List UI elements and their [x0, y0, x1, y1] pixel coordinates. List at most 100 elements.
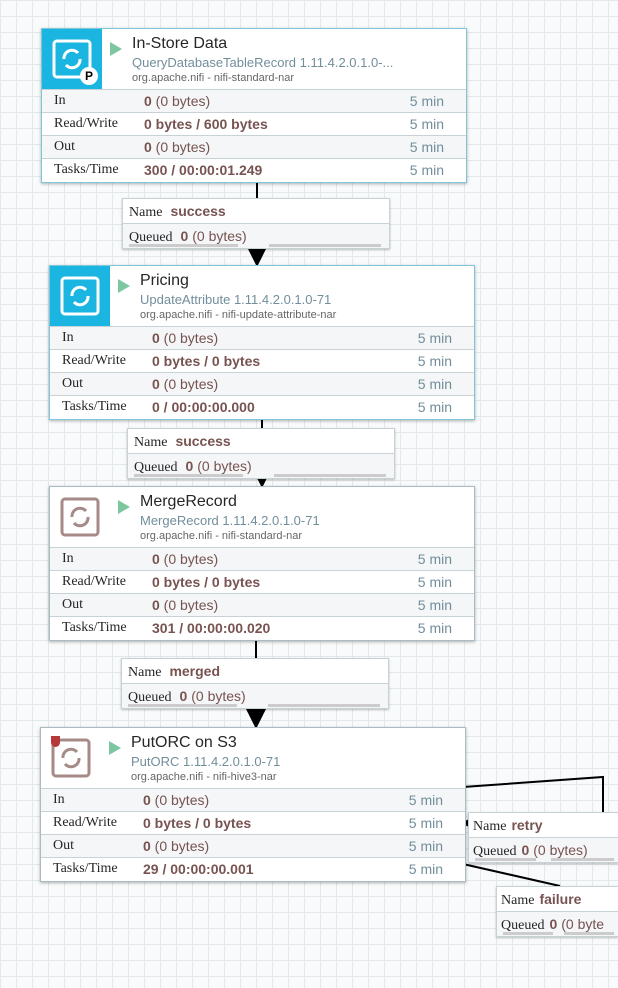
queued-size: (0 bytes) — [187, 688, 246, 704]
stats-row: Tasks/Time 301 / 00:00:00.020 5 min — [50, 616, 474, 639]
stat-value: 0 bytes / 0 bytes — [152, 350, 260, 372]
stat-label: Tasks/Time — [62, 399, 127, 414]
connection-label-retry[interactable]: Name retry Queued 0 (0 bytes) — [468, 812, 618, 863]
connection-name: success — [175, 433, 231, 449]
connection-name: success — [170, 203, 226, 219]
stat-time-window: 5 min — [408, 815, 443, 831]
processor-header[interactable]: Pricing UpdateAttribute 1.11.4.2.0.1.0-71… — [50, 266, 474, 326]
stat-value-extra: (0 bytes) — [150, 838, 210, 854]
processor-type: PutORC 1.11.4.2.0.1.0-71 — [131, 754, 281, 769]
processor-name: In-Store Data — [132, 35, 228, 52]
stat-time-window: 5 min — [417, 620, 452, 636]
stat-value-main: 0 — [143, 792, 151, 808]
stat-time-window: 5 min — [417, 597, 452, 613]
primary-node-badge: P — [80, 67, 98, 85]
stat-label: In — [62, 551, 74, 566]
queued-count: 0 — [185, 458, 194, 474]
connection-name-row: Name success — [128, 429, 394, 453]
stat-label: Out — [54, 139, 75, 154]
stat-value-main: 301 / 00:00:00.020 — [152, 620, 271, 636]
queued-label: Queued — [129, 230, 173, 245]
stat-value-main: 0 — [152, 551, 160, 567]
connection-name-row: Name retry — [469, 813, 618, 837]
connection-queued-row: Queued 0 (0 bytes) — [469, 837, 618, 862]
running-play-icon — [118, 500, 130, 514]
stat-value: 0 (0 bytes) — [152, 327, 218, 349]
processor-header[interactable]: PutORC on S3 PutORC 1.11.4.2.0.1.0-71 org.… — [41, 728, 465, 788]
stat-value: 0 (0 bytes) — [143, 835, 209, 857]
connection-name-row: Name merged — [122, 659, 388, 683]
queued-label: Queued — [128, 690, 172, 705]
processor-stats: In 0 (0 bytes) 5 min Read/Write 0 bytes / 0 … — [50, 326, 474, 418]
stat-value-main: 0 — [152, 597, 160, 613]
processor-icon — [50, 487, 110, 547]
stat-value: 0 (0 bytes) — [152, 594, 218, 616]
processor-in-store-data[interactable]: P In-Store Data QueryDatabaseTableRecord 1… — [41, 28, 467, 183]
stats-row: Read/Write 0 bytes / 0 bytes 5 min — [50, 570, 474, 593]
connection-label-failure[interactable]: Name failure Queued 0 (0 byte — [496, 886, 618, 937]
processor-icon — [41, 728, 101, 788]
stat-value-main: 29 / 00:00:00.001 — [143, 861, 254, 877]
processor-type: QueryDatabaseTableRecord 1.11.4.2.0.1.0-… — [132, 55, 394, 70]
stat-label: In — [53, 792, 65, 807]
processor-bundle: org.apache.nifi - nifi-update-attribute-… — [140, 309, 337, 321]
stat-value-main: 0 bytes / 0 bytes — [143, 815, 252, 831]
processor-icon — [50, 266, 110, 326]
queue-progress-bar — [134, 474, 244, 477]
connection-name-label: Name — [129, 205, 163, 220]
connection-label-success[interactable]: Name success Queued 0 (0 bytes) — [122, 198, 390, 249]
connection-label-success[interactable]: Name success Queued 0 (0 bytes) — [127, 428, 395, 479]
stat-label: Read/Write — [62, 574, 126, 589]
stat-value: 0 bytes / 0 bytes — [152, 571, 260, 593]
connection-name: merged — [169, 663, 221, 679]
stats-row: Out 0 (0 bytes) 5 min — [50, 593, 474, 616]
queue-progress-bar — [475, 858, 537, 861]
processor-bundle: org.apache.nifi - nifi-standard-nar — [132, 72, 295, 84]
stat-time-window: 5 min — [409, 139, 444, 155]
stat-time-window: 5 min — [408, 838, 443, 854]
connection-line[interactable] — [462, 863, 561, 887]
stat-value: 300 / 00:00:01.249 — [144, 159, 262, 181]
stat-value: 0 (0 bytes) — [144, 90, 210, 112]
processor-name: Pricing — [140, 272, 189, 289]
stat-value-main: 0 bytes / 0 bytes — [152, 353, 261, 369]
stats-row: In 0 (0 bytes) 5 min — [50, 547, 474, 570]
queued-size: (0 bytes) — [529, 842, 588, 858]
stats-row: Tasks/Time 0 / 00:00:00.000 5 min — [50, 395, 474, 418]
connection-name-row: Name failure — [497, 887, 618, 911]
stats-row: In 0 (0 bytes) 5 min — [42, 89, 466, 112]
connection-queued-row: Queued 0 (0 byte — [497, 911, 618, 936]
connection-name: failure — [539, 891, 582, 907]
stat-value-extra: (0 bytes) — [151, 93, 211, 109]
processor-bundle: org.apache.nifi - nifi-standard-nar — [140, 530, 303, 542]
processor-stats: In 0 (0 bytes) 5 min Read/Write 0 bytes / 0 … — [41, 788, 465, 880]
stat-value-main: 0 — [144, 139, 152, 155]
stat-value: 0 (0 bytes) — [152, 373, 218, 395]
stat-value: 0 (0 bytes) — [144, 136, 210, 158]
stats-row: Tasks/Time 300 / 00:00:01.249 5 min — [42, 158, 466, 181]
processor-header[interactable]: MergeRecord MergeRecord 1.11.4.2.0.1.0-71… — [50, 487, 474, 547]
processor-type: UpdateAttribute 1.11.4.2.0.1.0-71 — [140, 292, 332, 307]
connection-line[interactable] — [462, 775, 604, 812]
running-play-icon — [118, 279, 130, 293]
stat-value: 29 / 00:00:00.001 — [143, 858, 254, 880]
stats-row: Read/Write 0 bytes / 0 bytes 5 min — [41, 811, 465, 834]
stat-time-window: 5 min — [417, 574, 452, 590]
stat-value: 0 (0 bytes) — [143, 789, 209, 811]
stat-value-main: 0 / 00:00:00.000 — [152, 399, 255, 415]
stat-label: Out — [53, 838, 74, 853]
stat-time-window: 5 min — [408, 792, 443, 808]
processor-header[interactable]: P In-Store Data QueryDatabaseTableRecord 1… — [42, 29, 466, 89]
queued-label: Queued — [473, 844, 517, 859]
connection-label-merged[interactable]: Name merged Queued 0 (0 bytes) — [121, 658, 389, 709]
processor-pricing[interactable]: Pricing UpdateAttribute 1.11.4.2.0.1.0-71… — [49, 265, 475, 420]
queued-label: Queued — [501, 918, 545, 933]
queue-progress-bar — [128, 704, 238, 707]
processor-mergerecord[interactable]: MergeRecord MergeRecord 1.11.4.2.0.1.0-71… — [49, 486, 475, 641]
connection-name-label: Name — [501, 893, 535, 908]
queue-size-progress-bar — [550, 858, 614, 861]
stat-value-extra: (0 bytes) — [151, 139, 211, 155]
stat-value: 301 / 00:00:00.020 — [152, 617, 270, 639]
processor-putorc-on-s3[interactable]: PutORC on S3 PutORC 1.11.4.2.0.1.0-71 org.… — [40, 727, 466, 882]
stat-value: 0 bytes / 600 bytes — [144, 113, 268, 135]
